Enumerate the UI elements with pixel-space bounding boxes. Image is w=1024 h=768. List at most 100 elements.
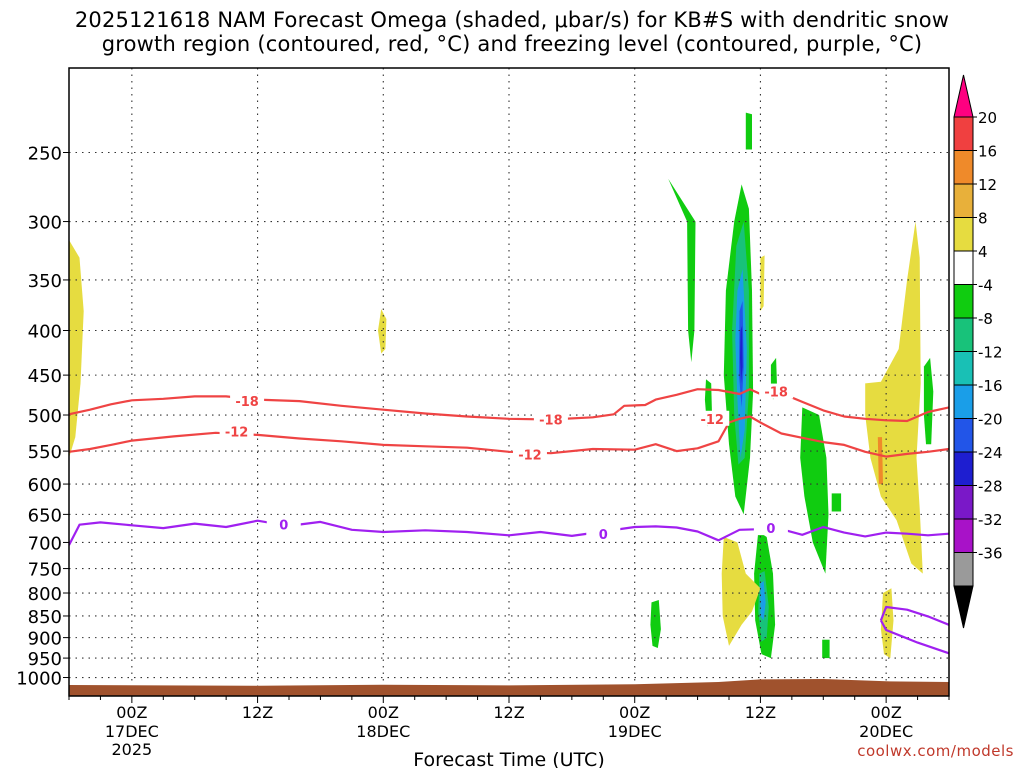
y-tick-label-650: 650 [28,505,62,526]
x-tick-label-5: 12Z [745,703,776,722]
contour-label-bg-3 [219,423,254,439]
colorbar-swatch-12 [953,485,974,520]
y-tick-label-1000: 1000 [16,669,62,690]
colorbar-label-4: 4 [978,243,988,261]
orange-region-20dec [877,437,883,485]
grid-lines [69,68,949,696]
colorbar-label-5: -4 [978,277,993,295]
contour-label-7: 0 [599,528,608,543]
green-region-630 [831,493,842,512]
contour-label-bg-5 [695,410,730,426]
x-tick-label-2: 00Z [368,703,399,722]
y-tick-label-400: 400 [28,322,62,343]
colorbar-swatch-2 [953,150,974,185]
yellow-region-18dec [378,309,387,354]
colorbar-label-12: -32 [978,511,1003,529]
y-tick-label-550: 550 [28,442,62,463]
contour-label-0: -18 [235,395,259,410]
chart-title-line2: growth region (contoured, red, °C) and f… [101,32,923,56]
y-tick-label-850: 850 [28,607,62,628]
y-tick-label-500: 500 [28,406,62,427]
colorbar-label-9: -20 [978,411,1003,429]
x-tick-year-0: 2025 [111,740,152,759]
green-region-500-700 [800,407,829,574]
contour-label-bg-4 [512,446,547,462]
y-tick-label-800: 800 [28,584,62,605]
x-tick-date-2: 18DEC [356,722,410,741]
credit-text: coolwx.com/models [857,742,1014,760]
colorbar-label-6: -8 [978,310,993,328]
y-axis: 2503003504004505005506006507007508008509… [16,144,69,690]
navy-region-19dec [740,325,743,384]
contour-label-bg-6 [266,516,301,532]
contour-line-0 [69,388,949,423]
chart-title-line1: 2025121618 NAM Forecast Omega (shaded, μ… [74,8,950,32]
colorbar-label-3: 8 [978,210,988,228]
yellow-region-17dec [69,240,84,458]
contour-line-3 [879,605,949,626]
y-tick-label-450: 450 [28,366,62,387]
colorbar-label-0: 20 [978,109,997,127]
yellow-region-340hpa [760,255,765,312]
x-tick-date-6: 20DEC [859,722,913,741]
y-tick-label-300: 300 [28,213,62,234]
colorbar-swatch-4 [953,217,974,252]
y-tick-label-600: 600 [28,475,62,496]
colorbar-swatch-13 [953,518,974,553]
y-tick-label-250: 250 [28,144,62,165]
green-region-20dec [923,357,934,445]
colorbar-label-8: -16 [978,377,1003,395]
omega-shading [69,112,934,659]
y-tick-label-350: 350 [28,271,62,292]
colorbar-top-arrow [953,74,974,118]
contour-label-bg-0 [230,393,265,409]
yellow-region-20dec [865,221,923,574]
colorbar-label-2: 12 [978,176,997,194]
y-tick-label-950: 950 [28,649,62,670]
contour-line-4 [879,619,949,655]
colorbar-label-10: -24 [978,444,1003,462]
contour-label-4: -12 [518,449,542,464]
colorbar-swatch-1 [953,116,974,151]
contour-labels: -18 -18 -18 -12 -12 -12 0 0 0 [219,383,794,543]
y-tick-label-750: 750 [28,560,62,581]
colorbar-swatch-10 [953,418,974,453]
contour-label-2: -18 [764,386,788,401]
x-tick-label-3: 12Z [493,703,524,722]
colorbar-label-1: 16 [978,143,997,161]
colorbar-label-7: -12 [978,344,1003,362]
contour-label-5: -12 [700,413,724,428]
y-tick-label-900: 900 [28,629,62,650]
green-region-19dec-a [668,178,696,363]
y-tick-label-700: 700 [28,533,62,554]
colorbar-label-13: -36 [978,545,1003,563]
x-tick-label-1: 12Z [242,703,273,722]
colorbar-swatch-3 [953,183,974,218]
contour-label-bg-7 [586,526,621,542]
green-region-860 [650,600,661,648]
colorbar-swatch-5 [953,250,974,285]
yellow-region-700-900 [721,537,761,646]
colorbar-bottom-arrow [953,585,974,629]
colorbar-swatch-6 [953,284,974,319]
colorbar-legend: 20 16 12 8 4 -4 -8 -12 -16 -20 -24 -28 -32 -36 [953,74,1003,629]
x-tick-date-4: 19DEC [608,722,662,741]
x-tick-label-0: 00Z [116,703,147,722]
colorbar-swatch-7 [953,317,974,352]
contour-label-8: 0 [766,522,775,537]
contour-label-bg-1 [533,411,568,427]
terrain [69,679,949,696]
x-tick-label-6: 00Z [870,703,901,722]
colorbar-swatch-11 [953,451,974,486]
terrain-band [69,679,949,696]
contour-label-1: -18 [539,414,563,429]
contour-label-3: -12 [225,425,249,440]
colorbar-swatch-14 [953,552,974,587]
green-region-250hpa [745,112,752,150]
contour-label-6: 0 [279,519,288,534]
contour-label-bg-2 [759,383,794,399]
colorbar-swatch-8 [953,351,974,386]
blue-region-800 [760,581,766,621]
x-axis-label: Forecast Time (UTC) [413,749,604,768]
